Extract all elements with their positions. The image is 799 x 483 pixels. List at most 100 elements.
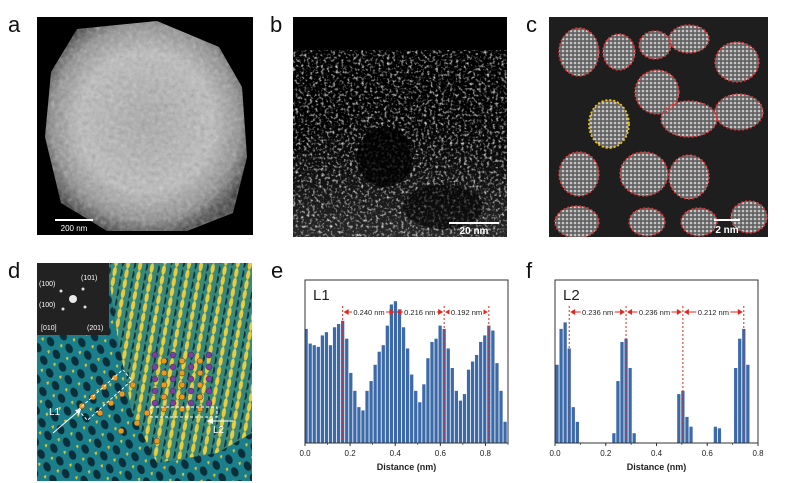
- line-label-l1: L1: [49, 407, 61, 418]
- bar: [369, 381, 373, 443]
- spacing-label-bg: [352, 307, 387, 317]
- bar: [385, 325, 389, 443]
- bar: [446, 348, 450, 443]
- spacing-label-bg: [402, 307, 437, 317]
- bar: [689, 426, 693, 443]
- bar: [555, 364, 559, 443]
- spacing-label-bg: [580, 307, 615, 317]
- bar: [377, 351, 381, 443]
- scale-label-b: 20 nm: [460, 226, 489, 237]
- arrow-head: [438, 309, 444, 315]
- bar: [685, 416, 689, 443]
- bar: [495, 363, 499, 443]
- line-profile-chart-l1: L1 0.0 0.2 0.4 0.6 0.8 Distance (nm) 0.240 nm 0.…: [299, 279, 509, 472]
- bar: [491, 330, 495, 443]
- bar: [349, 372, 353, 443]
- arrow-head: [482, 309, 488, 315]
- panel-label-c: c: [526, 12, 537, 37]
- bar: [393, 301, 398, 443]
- bar: [458, 400, 463, 443]
- bar: [475, 354, 479, 443]
- bar: [450, 368, 454, 443]
- bar: [332, 327, 337, 443]
- bar: [410, 374, 414, 443]
- bar: [357, 407, 361, 443]
- bar: [312, 345, 316, 443]
- arrow-head: [343, 309, 349, 315]
- lattice-image: (100) (101) (100) (201) [010]: [37, 263, 252, 481]
- line-label-l2: L2: [213, 425, 225, 436]
- x-tick-label: 0.0: [299, 449, 311, 458]
- bar: [426, 358, 430, 443]
- bar: [620, 341, 624, 443]
- atom-overlay: [78, 351, 213, 445]
- fft-inset: (100) (101) (100) (201) [010]: [37, 263, 109, 335]
- bar: [466, 369, 471, 443]
- plot-frame: [554, 279, 759, 444]
- bar: [430, 341, 434, 443]
- bar: [632, 433, 636, 443]
- bar: [316, 346, 320, 443]
- bar: [389, 304, 394, 443]
- bar: [499, 390, 503, 443]
- arrow-head: [676, 309, 682, 315]
- bar: [422, 384, 426, 443]
- bar: [713, 426, 717, 443]
- bar: [503, 421, 507, 443]
- bar: [405, 348, 410, 443]
- bar: [559, 328, 563, 443]
- chart-title: L2: [563, 287, 580, 304]
- spacing-label: 0.216 nm: [404, 308, 435, 317]
- x-tick-label: 0.2: [600, 449, 612, 458]
- bar: [414, 390, 418, 443]
- fft-label-100-mid: (100): [39, 302, 55, 309]
- bar: [479, 341, 483, 443]
- bar: [734, 368, 738, 443]
- particle-micrograph: 200 nm: [45, 21, 247, 233]
- x-tick-label: 0.4: [651, 449, 663, 458]
- bar: [717, 428, 722, 443]
- bar: [742, 328, 746, 443]
- bar: [454, 390, 458, 443]
- bar: [341, 320, 345, 443]
- spacing-label: 0.212 nm: [698, 308, 729, 317]
- arrow-head: [445, 309, 451, 315]
- arrow-head: [396, 309, 402, 315]
- bar: [462, 394, 467, 443]
- spacing-label-bg: [449, 307, 484, 317]
- bar: [612, 433, 616, 443]
- x-tick-label: 0.8: [480, 449, 492, 458]
- tem-image-b: 20 nm: [293, 17, 507, 237]
- atomic-resolution-micrograph: 2 nm: [549, 17, 768, 237]
- bar: [470, 361, 475, 443]
- x-tick-label: 0.4: [390, 449, 402, 458]
- panel-label-f: f: [526, 258, 533, 283]
- spacing-label-bg: [637, 307, 672, 317]
- panel-label-e: e: [271, 258, 284, 283]
- line-profile-l1-box: L1: [49, 369, 133, 434]
- line-profile-l2-box: L2: [150, 406, 233, 436]
- filtered-hrstem-image-d: (100) (101) (100) (201) [010]: [37, 263, 252, 481]
- panel-label-d: d: [8, 258, 21, 283]
- bar: [563, 322, 567, 443]
- line-profile-chart-l2: L2 0.0 0.2 0.4 0.6 0.8 Distance (nm) 0.236 nm 0.…: [549, 279, 764, 472]
- bar: [575, 421, 579, 443]
- x-tick-label: 0.0: [549, 449, 561, 458]
- plot-frame: [304, 279, 509, 444]
- spacing-label: 0.192 nm: [451, 308, 482, 317]
- bar: [308, 343, 312, 443]
- tem-image-a: 200 nm: [37, 17, 253, 235]
- bar: [304, 328, 308, 443]
- arrow-head: [389, 309, 395, 315]
- nanoparticle-micrograph: 20 nm: [293, 17, 507, 237]
- bar: [361, 410, 365, 443]
- bar: [345, 338, 349, 443]
- bar: [438, 325, 442, 443]
- bar: [353, 390, 357, 443]
- bar: [418, 402, 422, 443]
- bar: [401, 327, 406, 443]
- arrow-head: [570, 309, 576, 315]
- x-tick-label: 0.8: [752, 449, 764, 458]
- arrow-head: [683, 309, 689, 315]
- hrstem-image-c: 2 nm: [549, 17, 768, 237]
